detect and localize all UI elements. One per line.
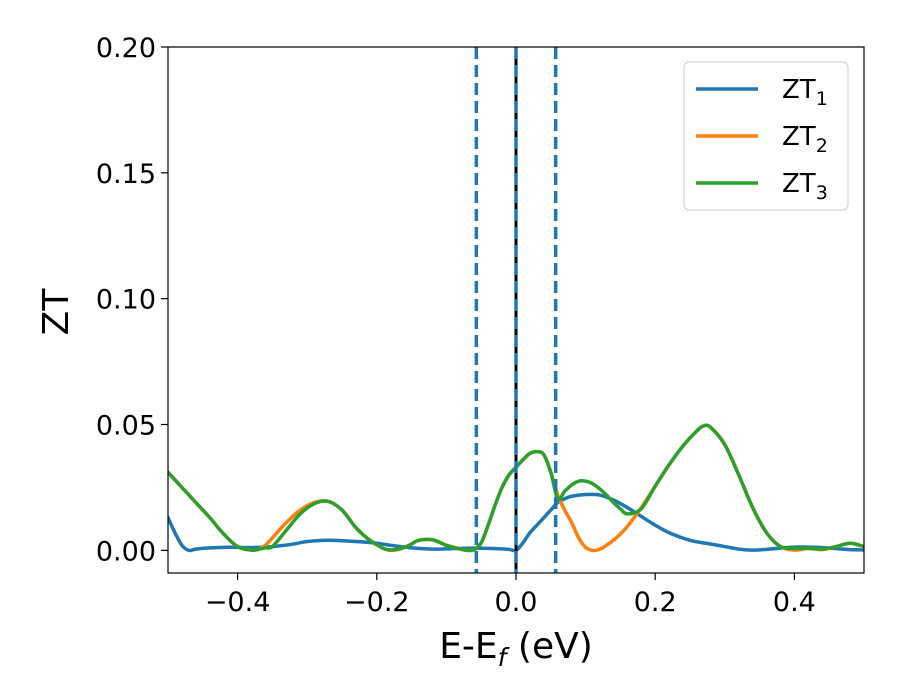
x-tick-label: 0.0 [495,587,538,618]
x-axis-title-unit: (eV) [506,626,592,667]
legend: ZT1 ZT2 ZT3 [683,61,849,211]
x-tick-label: 0.4 [773,587,816,618]
y-tick-label: 0.15 [96,159,156,190]
series-line-zt3 [168,423,864,553]
y-tick-label: 0.00 [96,536,156,567]
y-tick-label: 0.20 [96,33,156,64]
reference-lines [474,47,558,573]
y-tick-label: 0.10 [96,285,156,316]
series-lines [168,423,864,553]
x-axis-title: E-Ef (eV) [439,626,593,672]
legend-frame [683,61,849,211]
y-axis-title: ZT [36,288,77,336]
x-tick-label: −0.2 [344,587,410,618]
x-tick-label: −0.4 [205,587,271,618]
legend-label-zt1: ZT1 [782,75,828,110]
axis-ticks: −0.4 −0.2 0.0 0.2 0.4 0.00 0.05 0.10 0.15 0.20 [96,33,816,618]
legend-label-zt3: ZT3 [782,169,828,204]
y-tick-label: 0.05 [96,411,156,442]
x-axis-title-main: E-E [439,626,497,667]
legend-label-zt2: ZT2 [782,122,828,157]
x-tick-label: 0.2 [634,587,677,618]
